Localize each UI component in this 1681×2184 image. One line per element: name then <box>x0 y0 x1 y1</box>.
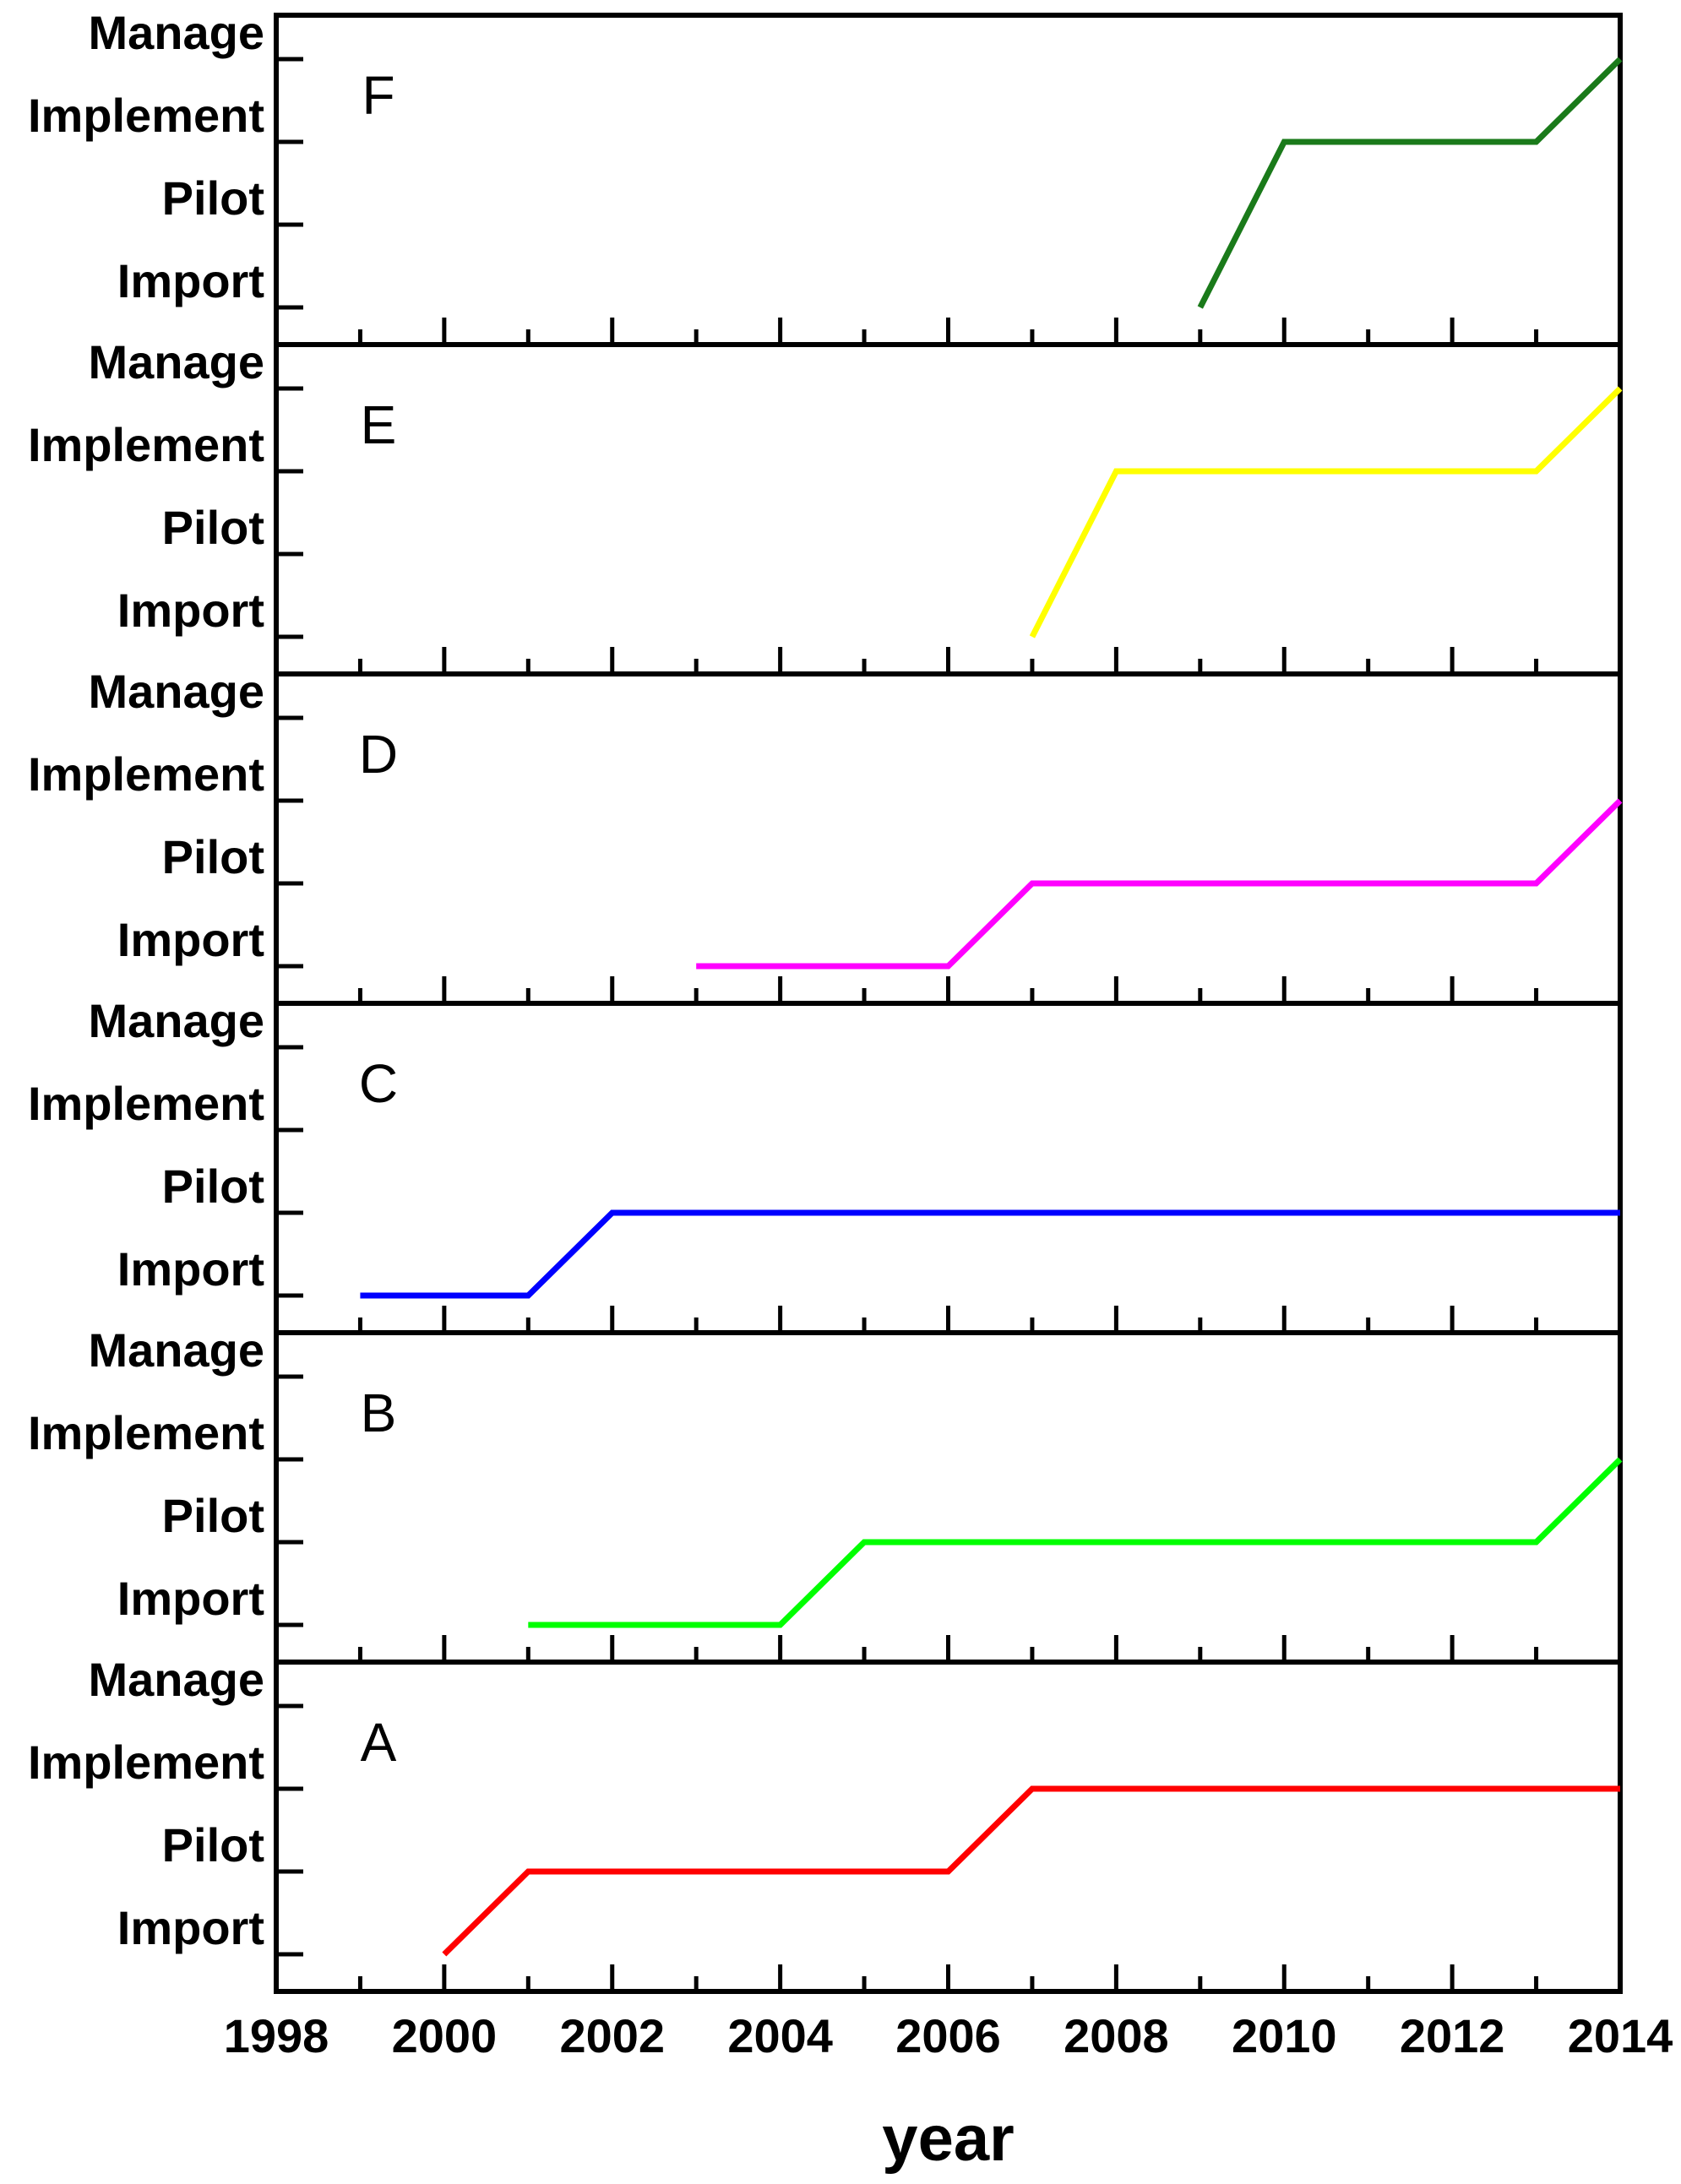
x-tick-label-2008: 2008 <box>1064 2009 1169 2062</box>
panel-b: Import Pilot Implement Manage B <box>28 1323 1623 1665</box>
x-tick-label-2004: 2004 <box>727 2009 833 2062</box>
x-tick-label-2002: 2002 <box>559 2009 665 2062</box>
x-tick-label-2010: 2010 <box>1232 2009 1337 2062</box>
y-tick-label-pilot: Pilot <box>162 171 264 225</box>
y-tick-label-manage: Manage <box>89 6 265 59</box>
y-tick-label-import: Import <box>117 1572 264 1625</box>
y-tick-label-manage: Manage <box>89 1323 265 1377</box>
y-tick-label-pilot: Pilot <box>162 1160 264 1213</box>
y-tick-label-import: Import <box>117 913 264 966</box>
y-tick-label-import: Import <box>117 1901 264 1954</box>
y-tick-label-pilot: Pilot <box>162 830 264 883</box>
panel-frame <box>274 1001 1623 1335</box>
panel-frame <box>274 1660 1623 1994</box>
panel-a: Import Pilot Implement Manage A <box>28 1653 1623 1994</box>
panel-label-e: E <box>361 394 397 455</box>
series-line-e <box>1029 386 1623 638</box>
series-line-d <box>696 798 1623 970</box>
panel-frame <box>274 671 1623 1006</box>
panel-frame <box>274 13 1623 347</box>
y-tick-label-manage: Manage <box>89 994 265 1047</box>
x-tick-label-2014: 2014 <box>1568 2009 1673 2062</box>
series-line-a <box>442 1785 1620 1957</box>
panel-f: Import Pilot Implement Manage F <box>28 6 1623 347</box>
y-tick-label-implement: Implement <box>28 1406 264 1459</box>
x-tick-label-2000: 2000 <box>392 2009 498 2062</box>
x-tick-label-1998: 1998 <box>224 2009 329 2062</box>
y-tick-label-import: Import <box>117 1242 264 1296</box>
panel-label-a: A <box>361 1712 397 1773</box>
y-tick-label-pilot: Pilot <box>162 1489 264 1542</box>
y-tick-label-pilot: Pilot <box>162 1818 264 1872</box>
y-tick-label-manage: Manage <box>89 335 265 388</box>
panel-label-b: B <box>361 1383 397 1443</box>
x-axis-title: year <box>882 2103 1014 2175</box>
panel-label-c: C <box>359 1053 398 1114</box>
y-tick-label-pilot: Pilot <box>162 501 264 554</box>
panel-label-d: D <box>359 724 398 785</box>
panel-label-f: F <box>362 65 394 126</box>
y-tick-label-implement: Implement <box>28 747 264 801</box>
panel-e: Import Pilot Implement Manage E <box>28 335 1623 676</box>
y-tick-label-implement: Implement <box>28 1077 264 1130</box>
y-tick-label-implement: Implement <box>28 418 264 471</box>
x-tick-label-2006: 2006 <box>895 2009 1001 2062</box>
x-tick-label-2012: 2012 <box>1400 2009 1505 2062</box>
panel-frame <box>274 342 1623 676</box>
y-tick-label-manage: Manage <box>89 1653 265 1706</box>
panel-d: Import Pilot Implement Manage D <box>28 665 1623 1006</box>
y-tick-label-import: Import <box>117 584 264 637</box>
y-tick-label-manage: Manage <box>89 665 265 718</box>
y-tick-label-implement: Implement <box>28 89 264 142</box>
series-line-c <box>360 1209 1620 1299</box>
panel-c: Import Pilot Implement Manage C <box>28 994 1623 1335</box>
y-tick-label-implement: Implement <box>28 1736 264 1789</box>
series-line-b <box>528 1457 1623 1628</box>
y-tick-label-import: Import <box>117 254 264 307</box>
panel-frame <box>274 1330 1623 1665</box>
series-line-f <box>1197 57 1623 309</box>
